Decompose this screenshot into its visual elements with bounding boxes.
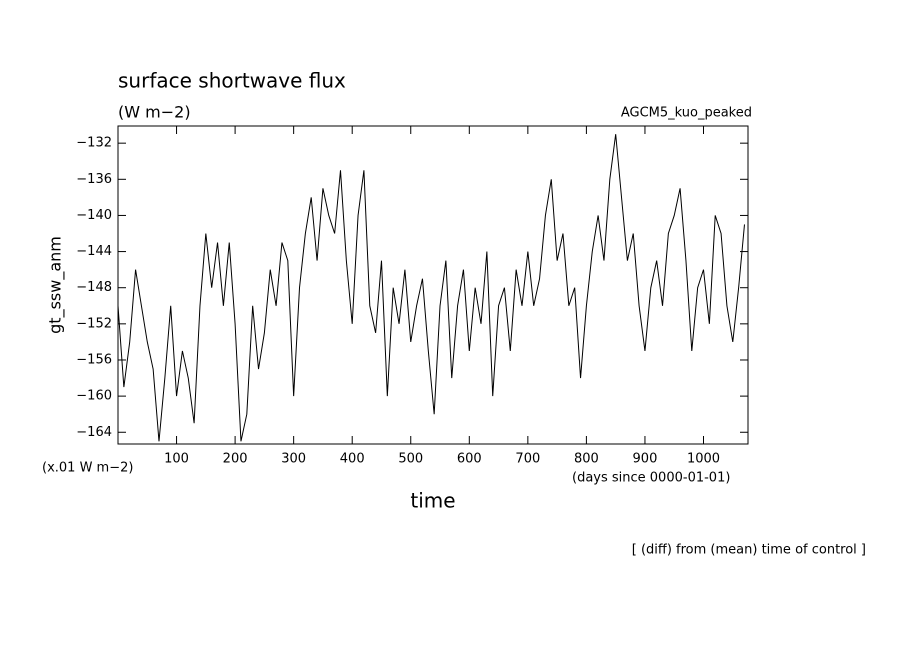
y-axis-label: gt_ssw_anm bbox=[46, 236, 66, 334]
x-tick-label: 500 bbox=[398, 452, 423, 467]
y-tick-label: −160 bbox=[76, 389, 112, 404]
x-tick-label: 200 bbox=[223, 452, 248, 467]
chart-subtitle: (W m−2) bbox=[118, 103, 191, 122]
x-tick-label: 100 bbox=[164, 452, 189, 467]
data-line bbox=[117, 134, 745, 442]
x-tick-label: 600 bbox=[457, 452, 482, 467]
y-tick-label: −136 bbox=[76, 172, 112, 187]
x-tick-label: 700 bbox=[515, 452, 540, 467]
x-tick-label: 1000 bbox=[687, 452, 720, 467]
x-axis-label: time bbox=[410, 489, 455, 513]
y-tick-label: −140 bbox=[76, 208, 112, 223]
y-tick-label: −164 bbox=[76, 425, 112, 440]
y-tick-label: −144 bbox=[76, 244, 112, 259]
x-tick-label: 800 bbox=[574, 452, 599, 467]
annotation: AGCM5_kuo_peaked bbox=[621, 106, 752, 121]
chart-title: surface shortwave flux bbox=[118, 69, 346, 93]
y-tick-label: −156 bbox=[76, 352, 112, 367]
y-tick-label: −152 bbox=[76, 316, 112, 331]
y-tick-label: −132 bbox=[76, 136, 112, 151]
x-unit: (days since 0000-01-01) bbox=[572, 471, 730, 486]
x-tick-label: 400 bbox=[340, 452, 365, 467]
x-tick-label: 300 bbox=[281, 452, 306, 467]
y-unit: (x.01 W m−2) bbox=[42, 461, 133, 476]
x-tick-label: 900 bbox=[633, 452, 658, 467]
footer: [ (diff) from (mean) time of control ] bbox=[632, 543, 866, 558]
y-tick-label: −148 bbox=[76, 280, 112, 295]
plot-frame bbox=[117, 125, 749, 445]
